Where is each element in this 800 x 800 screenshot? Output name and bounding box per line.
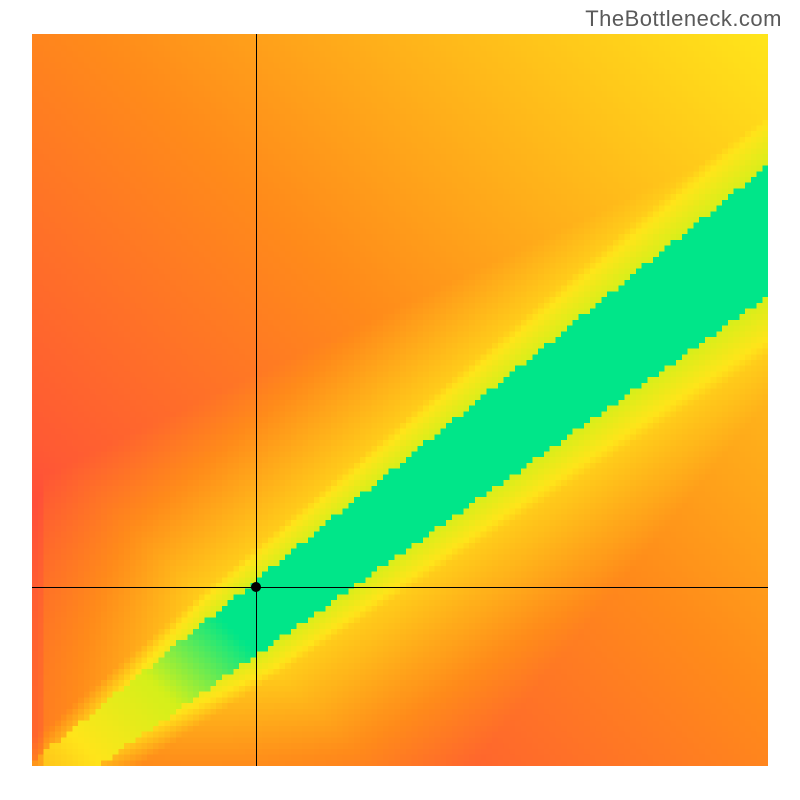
- crosshair-horizontal: [32, 587, 768, 588]
- watermark-text: TheBottleneck.com: [585, 6, 782, 32]
- marker-point: [251, 582, 261, 592]
- heatmap-canvas: [32, 34, 768, 766]
- bottleneck-heatmap: [32, 34, 768, 766]
- crosshair-vertical: [256, 34, 257, 766]
